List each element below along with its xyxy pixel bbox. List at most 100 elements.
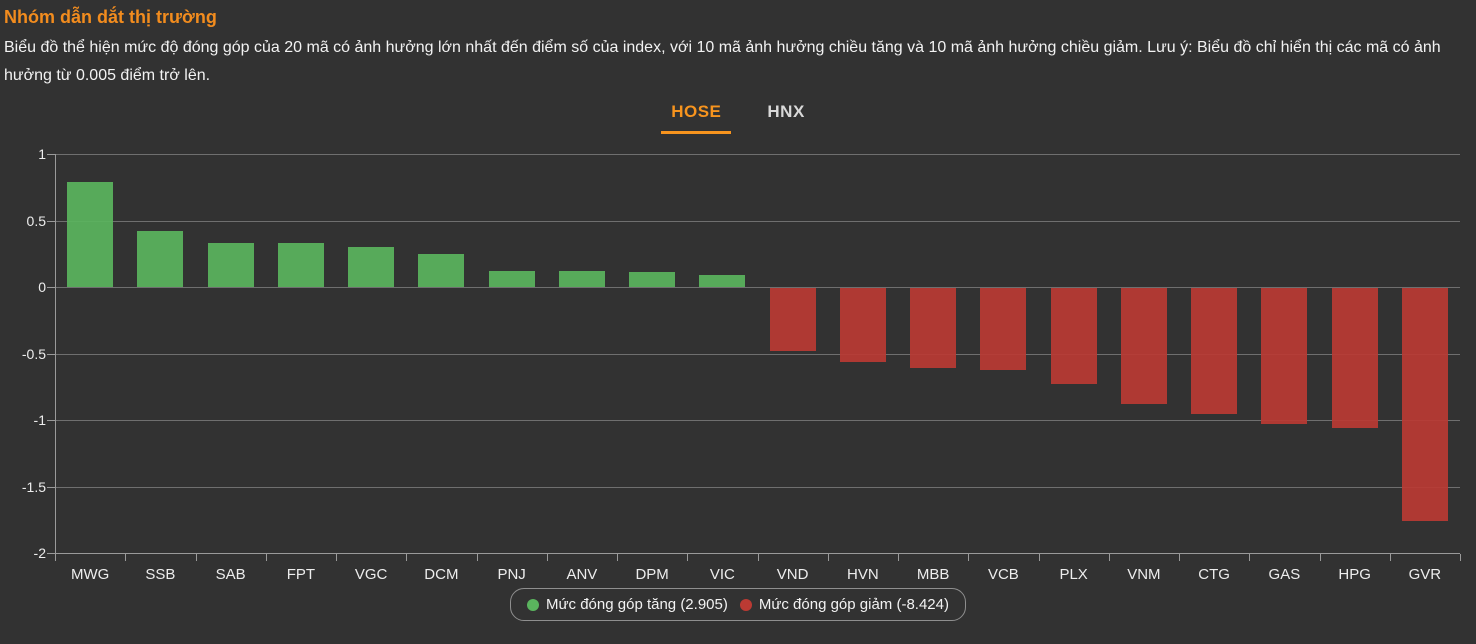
x-category-label: CTG — [1198, 566, 1230, 583]
x-category-label: PLX — [1059, 566, 1088, 583]
bar-gas[interactable] — [1261, 288, 1308, 424]
y-axis-tick-label: 1 — [38, 146, 46, 162]
x-category-label: DPM — [635, 566, 669, 583]
x-axis-tick — [336, 554, 337, 561]
grid-line — [55, 287, 1460, 288]
x-category-label: GAS — [1268, 566, 1301, 583]
bar-vnd[interactable] — [769, 288, 816, 351]
tab-hose[interactable]: HOSE — [661, 96, 732, 134]
y-axis-tick-label: -2 — [33, 545, 46, 561]
x-axis-tick — [265, 554, 267, 561]
bar-anv[interactable] — [558, 271, 605, 287]
bar-vnm[interactable] — [1120, 288, 1167, 404]
bar-mwg[interactable] — [67, 181, 114, 287]
x-category-label: VCB — [987, 566, 1019, 583]
x-axis-tick — [1038, 554, 1040, 561]
grid-line — [55, 154, 1460, 155]
legend-dot-icon — [527, 598, 540, 611]
x-axis-tick — [898, 554, 899, 561]
x-category-label: MWG — [70, 566, 110, 583]
bar-pnj[interactable] — [488, 271, 535, 287]
bar-fpt[interactable] — [277, 243, 324, 287]
x-axis-tick — [827, 554, 829, 561]
legend-item-increase[interactable]: Mức đóng góp tăng (2.905) — [527, 596, 728, 613]
y-axis-tick-label: -1 — [33, 412, 46, 428]
tab-hose-label: HOSE — [671, 102, 722, 121]
y-axis-tick — [47, 553, 55, 554]
y-axis-tick — [47, 154, 55, 155]
x-category-label: ANV — [566, 566, 598, 583]
y-axis-tick — [47, 353, 55, 355]
x-axis-tick — [1319, 554, 1321, 561]
tab-hnx-label: HNX — [767, 102, 805, 121]
grid-line — [55, 553, 1460, 554]
x-category-label: MBB — [916, 566, 950, 583]
x-category-label: VIC — [709, 566, 735, 583]
y-axis-tick-label: 0.5 — [26, 212, 46, 229]
bar-vcb[interactable] — [980, 288, 1027, 371]
x-axis-tick — [1249, 554, 1251, 561]
grid-line — [55, 486, 1460, 488]
page-description: Biểu đồ thể hiện mức độ đóng góp của 20 … — [4, 39, 1441, 84]
y-axis-tick — [47, 220, 55, 222]
x-axis-tick — [1460, 554, 1461, 561]
x-axis-tick — [1389, 554, 1391, 561]
bar-plx[interactable] — [1050, 288, 1097, 384]
x-axis-tick — [968, 554, 970, 561]
y-axis-tick-label: 0 — [38, 279, 46, 295]
y-axis-tick-label: -0.5 — [21, 345, 46, 362]
bar-ssb[interactable] — [137, 231, 184, 287]
x-category-label: VND — [776, 566, 809, 583]
x-axis-tick — [617, 554, 618, 561]
contribution-bar-chart: 1 0.5 0 -0.5 -1 -1.5 -2 MWG SSB SAB FPT VGC DCM PNJ AN… — [0, 140, 1476, 586]
x-category-label: GVR — [1408, 566, 1442, 583]
x-category-label: DCM — [424, 566, 459, 583]
x-axis-tick — [687, 554, 689, 561]
x-axis-tick — [125, 554, 127, 561]
x-axis-tick — [406, 554, 408, 561]
grid-line — [55, 420, 1460, 421]
legend-row: Mức đóng góp tăng (2.905) Mức đóng góp gi… — [0, 588, 1476, 621]
bar-vic[interactable] — [699, 275, 746, 287]
bar-vgc[interactable] — [348, 247, 395, 287]
grid-line — [55, 220, 1460, 222]
y-axis-tick — [47, 486, 55, 488]
x-category-label: SAB — [215, 566, 246, 583]
tab-hnx[interactable]: HNX — [757, 96, 814, 134]
x-category-label: VGC — [354, 566, 388, 583]
legend-label: Mức đóng góp tăng (2.905) — [546, 596, 728, 613]
grid-line — [55, 353, 1460, 355]
chart-legend: Mức đóng góp tăng (2.905) Mức đóng góp gi… — [510, 588, 966, 621]
x-axis-tick — [476, 554, 478, 561]
panel-header: Nhóm dẫn dắt thị trường Biểu đồ thể hiện… — [0, 0, 1476, 90]
bar-sab[interactable] — [207, 243, 254, 287]
bar-dcm[interactable] — [418, 253, 465, 287]
bar-hvn[interactable] — [839, 288, 886, 363]
x-axis-tick — [546, 554, 548, 561]
y-axis-tick-label: -1.5 — [21, 478, 46, 495]
legend-item-decrease[interactable]: Mức đóng góp giảm (-8.424) — [739, 596, 949, 613]
x-axis-tick — [1179, 554, 1180, 561]
x-category-label: HVN — [847, 566, 879, 583]
bar-gvr[interactable] — [1401, 288, 1448, 521]
x-axis-tick — [195, 554, 197, 561]
page-title: Nhóm dẫn dắt thị trường — [4, 7, 217, 27]
bar-dpm[interactable] — [629, 272, 676, 287]
bar-hpg[interactable] — [1331, 288, 1378, 428]
x-axis-tick — [757, 554, 759, 561]
x-category-label: FPT — [286, 566, 316, 583]
x-axis-tick — [55, 554, 56, 561]
bar-ctg[interactable] — [1191, 288, 1238, 415]
x-category-label: PNJ — [497, 566, 526, 583]
y-axis-tick — [47, 287, 55, 288]
bar-mbb[interactable] — [910, 288, 957, 368]
x-category-label: SSB — [145, 566, 176, 583]
legend-label: Mức đóng góp giảm (-8.424) — [758, 596, 949, 613]
legend-dot-icon — [739, 598, 752, 611]
x-category-label: VNM — [1127, 566, 1161, 583]
y-axis-line — [55, 154, 56, 554]
x-category-label: HPG — [1338, 566, 1371, 583]
y-axis-tick — [47, 420, 55, 421]
x-axis-tick — [1108, 554, 1110, 561]
